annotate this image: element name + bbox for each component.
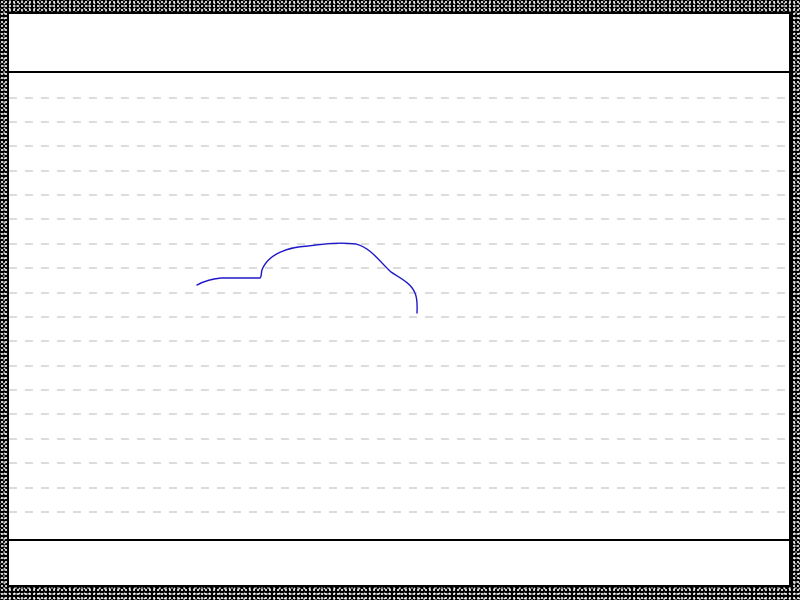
handwriting-svg[interactable]: [9, 73, 789, 539]
writing-area[interactable]: [9, 73, 789, 539]
guide-lines: [9, 97, 789, 513]
ink-stroke[interactable]: [196, 242, 418, 314]
bottom-footer-band: [9, 539, 789, 585]
top-header-band: [9, 14, 789, 73]
handwriting-canvas-panel: [7, 12, 791, 587]
